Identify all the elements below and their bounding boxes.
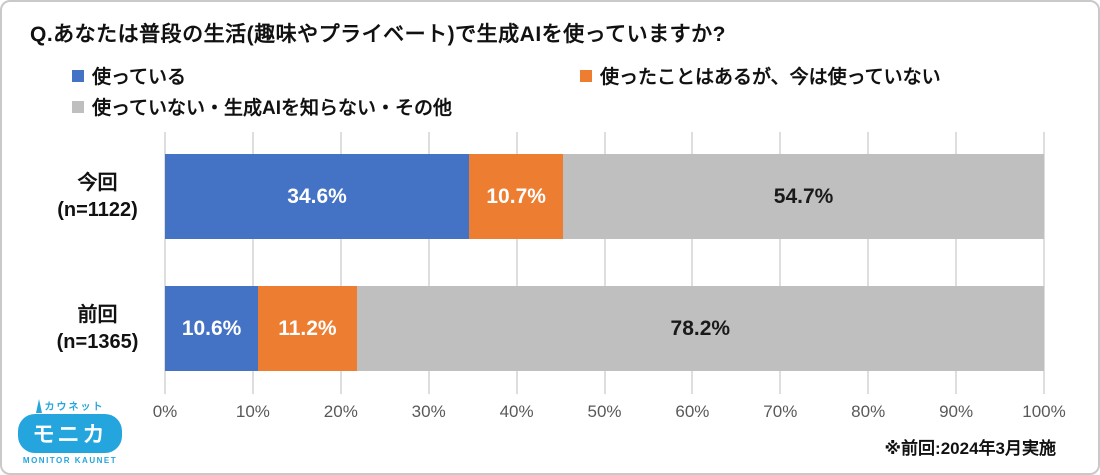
legend-label: 使ったことはあるが、今は使っていない — [600, 67, 941, 88]
x-tick-label: 50% — [587, 402, 622, 421]
x-tick-label: 60% — [675, 402, 710, 421]
footnote: ※前回:2024年3月実施 — [884, 439, 1056, 458]
bar-segment: 78.2% — [356, 286, 1044, 371]
legend-item: 使ったことはあるが、今は使っていない — [580, 62, 1070, 89]
monica-logo: カウネット モニカ MONITOR KAUNET — [18, 398, 122, 465]
chart-row: 今回 (n=1122) 34.6% 10.7% 54.7% — [30, 154, 1044, 239]
chart-title: Q.あなたは普段の生活(趣味やプライベート)で生成AIを使っていますか? — [30, 23, 726, 46]
logo-top-row: カウネット — [18, 398, 122, 413]
x-tick-label: 100% — [1022, 402, 1066, 421]
x-tick-label: 80% — [851, 402, 886, 421]
x-tick-label: 70% — [763, 402, 798, 421]
gridline — [691, 132, 694, 394]
bar-track: 34.6% 10.7% 54.7% — [165, 154, 1044, 239]
logo-bottom-text: MONITOR KAUNET — [22, 456, 118, 465]
gridlines — [164, 132, 1045, 394]
gridline — [427, 132, 430, 394]
tower-spike-icon — [35, 399, 42, 413]
bar-segment: 10.7% — [469, 154, 564, 239]
bar-segment: 54.7% — [563, 154, 1044, 239]
legend-item: 使っている — [72, 62, 580, 89]
x-tick-label: 90% — [939, 402, 974, 421]
logo-bubble: モニカ — [18, 414, 122, 453]
legend-label: 使っている — [92, 67, 187, 88]
gridline — [1043, 132, 1045, 394]
logo-top-text: カウネット — [44, 402, 105, 413]
x-tick-label: 0% — [152, 402, 178, 421]
legend-swatch-icon — [580, 69, 592, 82]
gridline — [955, 132, 958, 394]
legend-swatch-icon — [72, 69, 84, 82]
legend-label: 使っていない・生成AIを知らない・その他 — [92, 98, 453, 119]
gridline — [515, 132, 518, 394]
gridline — [164, 132, 166, 394]
stacked-bar-chart: 今回 (n=1122) 34.6% 10.7% 54.7% 前回 (n=1365) 10.6%… — [30, 132, 1066, 428]
gridline — [251, 132, 254, 394]
bar-track: 10.6% 11.2% 78.2% — [165, 286, 1044, 371]
category-label: 前回 (n=1365) — [56, 303, 139, 353]
gridline — [867, 132, 870, 394]
x-tick-label: 30% — [411, 402, 446, 421]
bar-segment: 10.6% — [165, 286, 259, 371]
chart-row: 前回 (n=1365) 10.6% 11.2% 78.2% — [30, 286, 1044, 371]
category-label: 今回 (n=1122) — [57, 171, 138, 221]
x-tick-label: 10% — [235, 402, 270, 421]
chart-legend: 使っている 使ったことはあるが、今は使っていない使っていない・生成AIを知らない・… — [72, 62, 1070, 120]
gridline — [339, 132, 342, 394]
x-tick-label: 40% — [499, 402, 534, 421]
logo-main-text: モニカ — [32, 422, 108, 447]
chart-rows: 今回 (n=1122) 34.6% 10.7% 54.7% 前回 (n=1365) 10.6%… — [30, 132, 1044, 394]
gridline — [603, 132, 606, 394]
bar-segment: 11.2% — [258, 286, 357, 371]
legend-swatch-icon — [72, 100, 84, 113]
x-axis: 0% 10% 20% 30% 40% 50% 60% 70% 80% 90% 100% — [153, 402, 1066, 428]
legend-item: 使っていない・生成AIを知らない・その他 — [72, 93, 1070, 120]
gridline — [779, 132, 782, 394]
x-tick-label: 20% — [323, 402, 358, 421]
bar-segment: 34.6% — [165, 154, 470, 239]
